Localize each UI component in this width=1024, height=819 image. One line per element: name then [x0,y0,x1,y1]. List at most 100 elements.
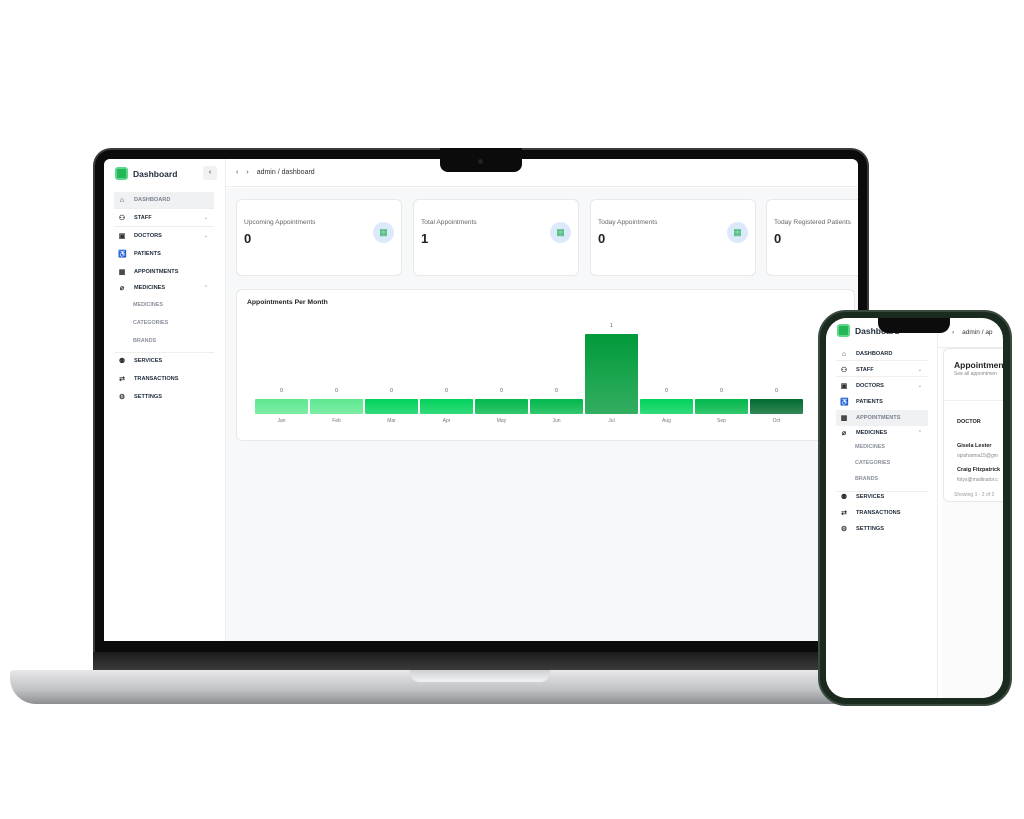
doctor-name[interactable]: Craig Fitzpatrick [957,467,1001,473]
sidebar-item-label: MEDICINES [134,285,166,291]
chevron-up-icon[interactable]: ⌃ [917,430,922,436]
app-title: Dashboard [133,168,178,179]
stat-value: 1 [421,231,429,246]
sidebar-subitem-brands[interactable]: BRANDS [133,338,157,344]
transfer-icon: ⇄ [841,510,847,517]
data-label: 0 [390,388,393,394]
gear-icon: ⚙ [118,394,126,401]
sidebar-subitem-medicines[interactable]: MEDICINES [855,444,885,450]
sidebar-item-settings[interactable]: ⚙ SETTINGS [114,389,214,405]
doctor-name[interactable]: Gisela Lester [957,443,992,449]
sidebar-item-transactions[interactable]: ⇄ TRANSACTIONS [114,371,214,387]
sidebar: Dashboard ‹ ⌂ DASHBOARD ⚇ STAFF ⌄ ▣ DOCTORS ⌄ ♿ P… [104,159,226,641]
sidebar-item-label: DASHBOARD [856,351,893,357]
sidebar-subitem-medicines[interactable]: MEDICINES [133,302,163,308]
sidebar-item-patients[interactable]: ♿ PATIENTS [836,394,928,410]
breadcrumb-user[interactable]: admin [256,169,276,176]
sidebar-item-label: TRANSACTIONS [856,510,901,516]
sidebar-item-settings[interactable]: ⚙ SETTINGS [836,521,928,537]
x-tick-label: Mar [387,418,396,424]
sidebar-item-services[interactable]: ⚉ SERVICES [114,353,214,369]
sidebar-item-transactions[interactable]: ⇄ TRANSACTIONS [836,505,928,521]
breadcrumb-user[interactable]: admin [962,329,980,336]
x-tick-label: Jan [277,418,286,424]
sidebar-subitem-categories[interactable]: CATEGORIES [133,320,169,326]
sidebar-item-patients[interactable]: ♿ PATIENTS [114,246,214,262]
back-icon[interactable]: ‹ [236,169,239,176]
collapse-sidebar-button[interactable]: ‹ [203,166,217,180]
chart-card: Appointments Per Month 0 Jan 0 Feb 0 Mar 0 Apr 0… [236,289,855,441]
bar-feb[interactable] [310,399,363,414]
stat-title: Total Appointments [421,219,477,226]
sidebar-item-label: SETTINGS [134,394,162,400]
divider [836,360,928,361]
bar-apr[interactable] [420,399,473,414]
x-tick-label: Feb [332,418,341,424]
sidebar-item-services[interactable]: ⚉ SERVICES [836,489,928,505]
sidebar-item-label: APPOINTMENTS [856,415,901,421]
laptop-hinge [93,652,869,670]
sidebar-item-medicines[interactable]: ⌀ MEDICINES ⌃ [114,280,214,296]
bar-chart: 0 Jan 0 Feb 0 Mar 0 Apr 0 May 0 Jun 1 Jul 0 Aug 0 Sep 0 Oct [237,290,856,442]
data-label: 0 [445,388,448,394]
laptop-screen: Dashboard ‹ ⌂ DASHBOARD ⚇ STAFF ⌄ ▣ DOCTORS ⌄ ♿ P… [104,159,858,641]
phone-notch [878,318,950,333]
divider [114,208,214,209]
chevron-down-icon[interactable]: ⌄ [917,367,922,373]
column-header-doctor: DOCTOR [957,419,981,425]
pagination-info: Showing 1 - 2 of 2 [954,492,995,498]
bar-jun[interactable] [530,399,583,414]
x-tick-label: Sep [717,418,726,424]
stat-card: Upcoming Appointments 0 ▦ [236,199,402,276]
chevron-down-icon[interactable]: ⌄ [203,233,208,239]
wheelchair-icon: ♿ [118,251,127,258]
bar-oct[interactable] [750,399,803,414]
sidebar-item-label: MEDICINES [856,430,888,436]
bar-sep[interactable] [695,399,748,414]
camera-icon [478,159,483,164]
x-tick-label: Jun [552,418,561,424]
sidebar-item-label: STAFF [856,367,874,373]
chevron-up-icon[interactable]: ⌃ [203,285,208,291]
home-icon: ⌂ [841,350,847,358]
stat-card: Total Appointments 1 ▦ [413,199,579,276]
medical-bag-icon: ▣ [118,233,126,240]
bar-jul[interactable] [585,334,638,414]
calendar-icon: ▦ [373,222,394,243]
sidebar-item-dashboard[interactable]: ⌂ DASHBOARD [836,346,928,362]
chart-title: Appointments Per Month [247,299,328,306]
chevron-down-icon[interactable]: ⌄ [917,383,922,389]
bar-aug[interactable] [640,399,693,414]
appointments-card: Appointments See all appointmen DOCTOR G… [943,348,1003,502]
phone-sidebar: Dashboard ⌂ DASHBOARD ⚇ STAFF ⌄ ▣ DOCTORS ⌄ ♿ PAT… [826,318,938,698]
sidebar-item-staff[interactable]: ⚇ STAFF ⌄ [836,362,928,378]
sidebar-subitem-categories[interactable]: CATEGORIES [855,460,891,466]
data-label: 0 [775,388,778,394]
chevron-down-icon[interactable]: ⌄ [203,215,208,221]
app-logo: Dashboard [837,324,899,337]
sidebar-item-label: DASHBOARD [134,197,171,203]
sidebar-item-doctors[interactable]: ▣ DOCTORS ⌄ [114,228,214,244]
doctor-email: fotys@mailinator.c [957,477,998,483]
bar-may[interactable] [475,399,528,414]
stat-title: Today Registered Patients [774,219,851,226]
user-cog-icon: ⚉ [840,494,848,501]
sidebar-item-dashboard[interactable]: ⌂ DASHBOARD [114,192,214,208]
calendar-icon: ▦ [727,222,748,243]
sidebar-item-staff[interactable]: ⚇ STAFF ⌄ [114,210,214,226]
bar-jan[interactable] [255,399,308,414]
sidebar-item-medicines[interactable]: ⌀ MEDICINES ⌃ [836,425,928,441]
calendar-icon: ▦ [118,269,126,276]
sidebar-subitem-brands[interactable]: BRANDS [855,476,879,482]
sidebar-item-doctors[interactable]: ▣ DOCTORS ⌄ [836,378,928,394]
sidebar-item-label: DOCTORS [856,383,884,389]
bar-mar[interactable] [365,399,418,414]
x-tick-label: Aug [662,418,671,424]
main-content: Appointments Per Month 0 Jan 0 Feb 0 Mar 0 Apr 0… [226,188,858,641]
forward-icon[interactable]: › [246,169,249,176]
sidebar-item-appointments[interactable]: ▦ APPOINTMENTS [114,264,214,280]
doctor-email: opisharma15@gm [957,453,998,459]
sidebar-item-appointments[interactable]: ▦ APPOINTMENTS [836,410,928,426]
sidebar-item-label: TRANSACTIONS [134,376,179,382]
forward-icon[interactable]: › [952,329,955,336]
